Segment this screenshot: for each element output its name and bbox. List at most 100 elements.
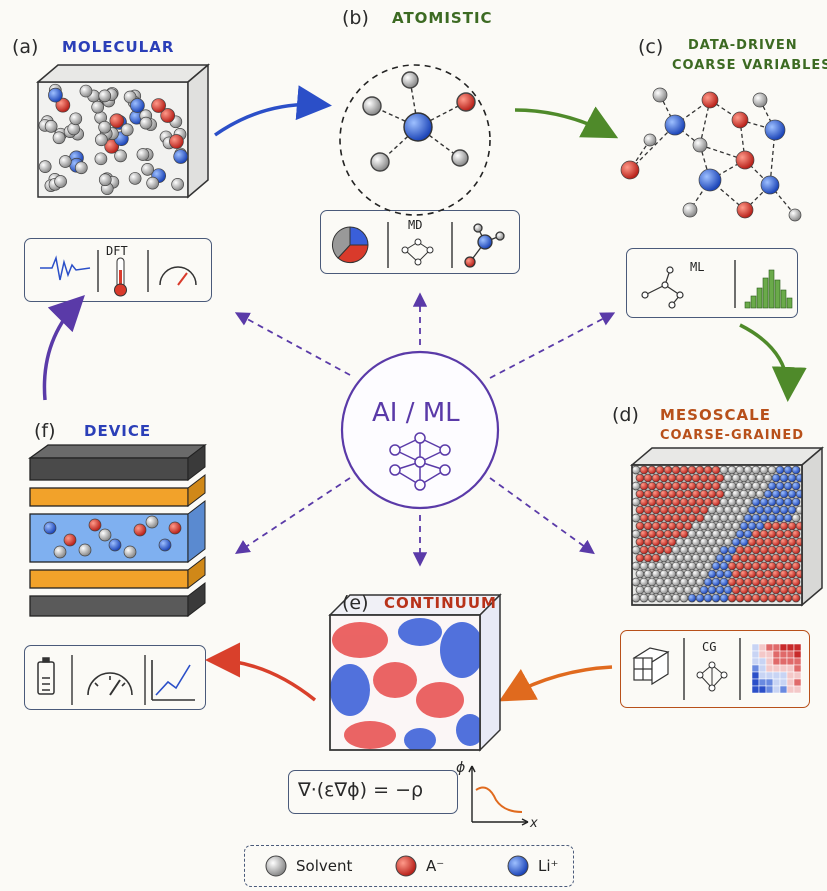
particle: [739, 569, 749, 579]
particle: [133, 523, 147, 537]
particle: [775, 497, 785, 507]
particle: [695, 497, 705, 507]
histogram-bar: [756, 287, 763, 309]
particle: [74, 161, 88, 175]
particle: [635, 569, 645, 579]
particle: [667, 553, 677, 563]
particle: [651, 473, 661, 483]
particle: [771, 521, 781, 531]
particle: [635, 537, 645, 547]
badge-ml: ML: [690, 260, 705, 274]
heatmap-cell: [751, 678, 760, 687]
particle: [695, 545, 705, 555]
particle: [158, 538, 172, 552]
particle: [759, 561, 769, 571]
particle: [787, 569, 797, 579]
particle: [739, 521, 749, 531]
particle: [639, 593, 649, 603]
particle: [791, 497, 801, 507]
particle: [775, 545, 785, 555]
particle: [723, 553, 733, 563]
particle: [675, 585, 685, 595]
histogram-bar: [774, 279, 781, 309]
particle: [775, 529, 785, 539]
particle: [699, 537, 709, 547]
particle: [691, 569, 701, 579]
particle: [707, 505, 717, 515]
arrow-a-to-b: [213, 85, 332, 137]
histogram-bar: [762, 277, 769, 309]
particle: [675, 489, 685, 499]
particle: [655, 545, 665, 555]
particle: [759, 513, 769, 523]
particle: [715, 473, 725, 483]
heatmap-cell: [772, 685, 781, 694]
particle: [671, 545, 681, 555]
particle: [711, 465, 721, 475]
particle: [743, 513, 753, 523]
particle: [675, 569, 685, 579]
center-label: AI / ML: [372, 398, 460, 428]
particle: [687, 529, 697, 539]
particle: [779, 489, 789, 499]
heatmap-cell: [779, 664, 788, 673]
particle: [632, 593, 641, 603]
particle: [651, 505, 661, 515]
particle: [98, 120, 112, 134]
heatmap-cell: [758, 643, 767, 652]
particle: [711, 481, 721, 491]
particle: [763, 585, 773, 595]
battery-icon: [37, 657, 55, 695]
particle: [783, 465, 793, 475]
particle: [783, 593, 793, 603]
particle: [632, 465, 641, 475]
particle: [659, 585, 669, 595]
particle: [739, 553, 749, 563]
particle: [43, 521, 57, 535]
spoke-c: [489, 312, 616, 379]
heatmap-cell: [758, 664, 767, 673]
particle: [736, 201, 754, 219]
particle: [795, 569, 802, 579]
particle: [683, 553, 693, 563]
particle: [695, 513, 705, 523]
particle: [651, 489, 661, 499]
particle: [683, 489, 693, 499]
particle: [727, 545, 737, 555]
particle: [651, 569, 661, 579]
particle: [79, 84, 93, 98]
cg-network-icon: [696, 661, 728, 692]
particle: [687, 577, 697, 587]
particle: [699, 473, 709, 483]
continuum-cube: [328, 593, 502, 752]
particle: [779, 521, 789, 531]
particle: [723, 489, 733, 499]
particle: [735, 481, 745, 491]
particle: [715, 585, 725, 595]
particle: [755, 489, 765, 499]
particle: [663, 513, 673, 523]
heatmap-cell: [793, 678, 802, 687]
spoke-d: [489, 477, 595, 555]
particle: [683, 585, 693, 595]
particle: [69, 112, 83, 126]
particle: [771, 537, 781, 547]
particle: [703, 513, 713, 523]
particle: [703, 481, 713, 491]
panel-d-tools: [620, 630, 810, 708]
arrow-e-to-f: [205, 642, 317, 702]
particle: [751, 465, 761, 475]
particle: [643, 473, 653, 483]
particle: [759, 465, 769, 475]
heatmap-cell: [772, 657, 781, 666]
particle: [683, 569, 693, 579]
gauge-icon-f: [87, 672, 133, 696]
particle: [719, 513, 729, 523]
plot-y-label: ϕ: [456, 760, 466, 776]
particle: [751, 561, 761, 571]
particle: [711, 577, 721, 587]
particle: [667, 489, 677, 499]
particle: [727, 465, 737, 475]
particle: [775, 513, 785, 523]
particle: [715, 521, 725, 531]
